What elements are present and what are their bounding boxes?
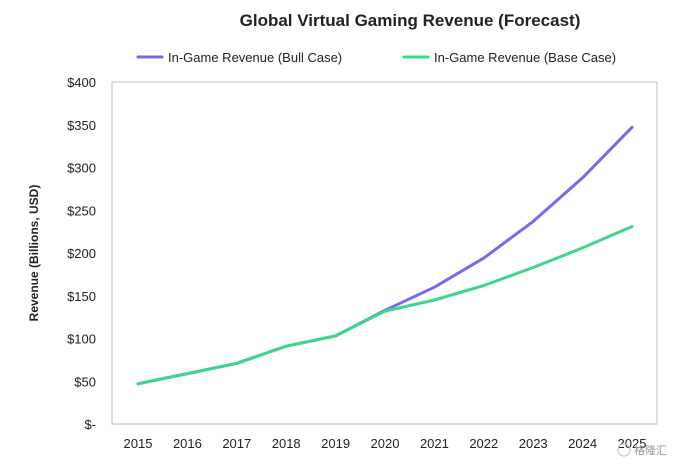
- data-point: [581, 246, 584, 249]
- y-tick-label: $400: [67, 75, 96, 90]
- data-point: [186, 372, 189, 375]
- y-tick-label: $200: [67, 246, 96, 261]
- data-point: [482, 257, 485, 260]
- legend-label: In-Game Revenue (Base Case): [434, 50, 616, 65]
- y-tick-label: $50: [74, 374, 96, 389]
- watermark-text: 格隆汇: [634, 443, 667, 457]
- data-point: [285, 345, 288, 348]
- data-point: [581, 176, 584, 179]
- x-tick-label: 2025: [618, 436, 647, 451]
- chart-title: Global Virtual Gaming Revenue (Forecast): [240, 11, 581, 30]
- data-point: [631, 225, 634, 228]
- legend-label: In-Game Revenue (Bull Case): [168, 50, 342, 65]
- y-tick-label: $-: [84, 417, 96, 432]
- x-axis-ticks: 2015 2016 2017 2018 2019 2020 2021 2022 2023 2024…: [124, 436, 647, 451]
- y-tick-label: $350: [67, 118, 96, 133]
- data-point: [334, 334, 337, 337]
- bull-case-line: [136, 125, 634, 386]
- y-tick-label: $100: [67, 332, 96, 347]
- x-tick-label: 2018: [272, 436, 301, 451]
- x-tick-label: 2024: [568, 436, 597, 451]
- data-point: [482, 284, 485, 287]
- y-tick-label: $150: [67, 289, 96, 304]
- series-lines: [136, 125, 634, 386]
- y-tick-label: $250: [67, 203, 96, 218]
- data-point: [384, 310, 387, 313]
- data-point: [433, 299, 436, 302]
- x-tick-label: 2017: [222, 436, 251, 451]
- base-case-line: [136, 225, 634, 386]
- data-point: [433, 286, 436, 289]
- x-tick-label: 2019: [321, 436, 350, 451]
- legend: In-Game Revenue (Bull Case) In-Game Reven…: [136, 50, 616, 65]
- watermark-logo-icon: [617, 443, 631, 457]
- data-point: [532, 266, 535, 269]
- data-point: [235, 362, 238, 365]
- watermark: 格隆汇: [617, 443, 667, 457]
- data-point: [532, 220, 535, 223]
- x-tick-label: 2015: [124, 436, 153, 451]
- y-tick-label: $300: [67, 161, 96, 176]
- x-tick-label: 2021: [420, 436, 449, 451]
- data-point: [137, 382, 140, 385]
- x-tick-label: 2016: [173, 436, 202, 451]
- data-point: [631, 126, 634, 129]
- y-axis-label: Revenue (Billions, USD): [27, 185, 41, 322]
- x-tick-label: 2020: [371, 436, 400, 451]
- y-axis-ticks: $- $50 $100 $150 $200 $250 $300 $350 $400: [67, 75, 96, 432]
- x-tick-label: 2023: [519, 436, 548, 451]
- x-tick-label: 2022: [469, 436, 498, 451]
- plot-area-frame: [111, 81, 658, 425]
